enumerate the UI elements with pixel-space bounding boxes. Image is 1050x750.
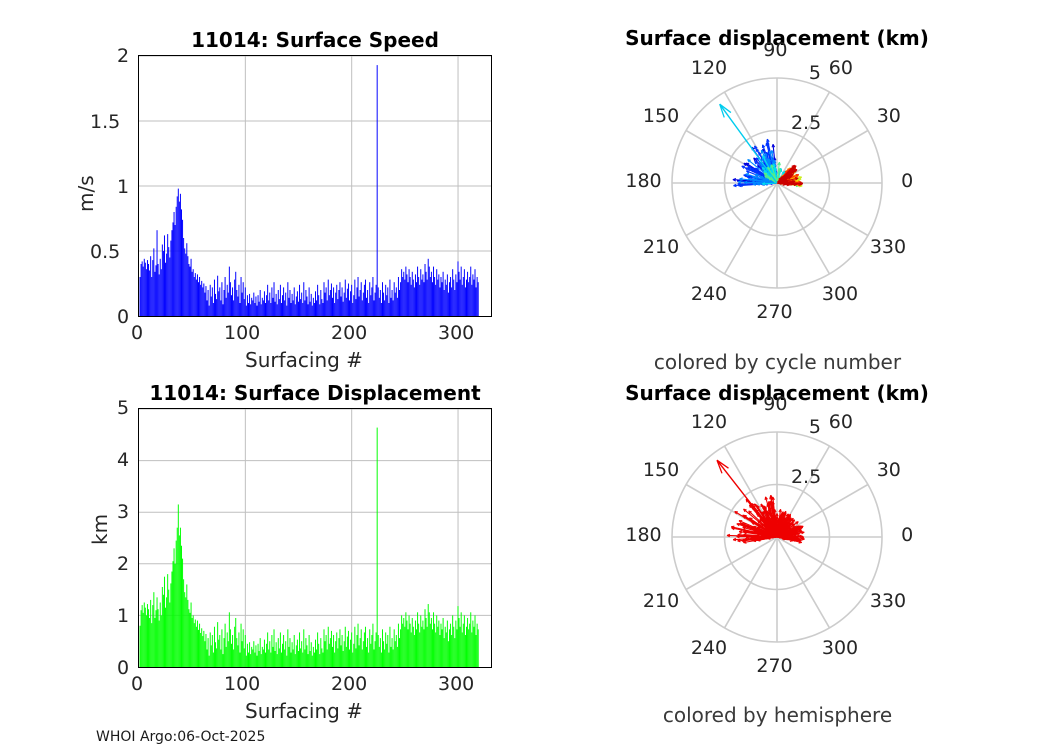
polar-angle-label-330: 330: [869, 589, 907, 612]
polar-cycle-title: Surface displacement (km): [625, 26, 929, 50]
polar-angle-label-270: 270: [756, 301, 793, 323]
displacement-y-axis-label: km: [88, 513, 112, 545]
speed-x-axis-label: Surfacing #: [245, 348, 363, 372]
polar-angle-label-240: 240: [690, 283, 728, 306]
speed-chart-title: 11014: Surface Speed: [191, 28, 439, 52]
polar-angle-label-90: 90: [763, 39, 788, 61]
polar-angle-label-60: 60: [828, 410, 853, 433]
polar-angle-label-30: 30: [876, 104, 901, 127]
polar-radial-label-5: 5: [808, 416, 821, 439]
disp-ytick-4: 4: [117, 449, 130, 471]
speed-xtick-0: 0: [131, 322, 144, 344]
displacement-bars: [139, 409, 491, 667]
polar-angle-label-270: 270: [756, 655, 793, 677]
polar-angle-label-330: 330: [869, 235, 907, 258]
polar-angle-label-180: 180: [625, 170, 662, 192]
polar-radial-label-2.5: 2.5: [790, 465, 822, 488]
polar-angle-label-150: 150: [642, 104, 680, 127]
speed-ytick-3: 1.5: [90, 111, 121, 133]
speed-ytick-1: 0.5: [90, 241, 121, 263]
polar-hemisphere-title: Surface displacement (km): [625, 381, 929, 405]
speed-xtick-3: 300: [438, 322, 475, 344]
speed-xtick-1: 100: [224, 322, 261, 344]
disp-ytick-3: 3: [117, 501, 130, 523]
polar-angle-label-120: 120: [690, 410, 728, 433]
disp-xtick-2: 200: [331, 673, 368, 695]
disp-ytick-5: 5: [117, 397, 130, 419]
displacement-x-axis-label: Surfacing #: [245, 699, 363, 723]
polar-radial-label-2.5: 2.5: [790, 111, 822, 134]
polar-angle-label-120: 120: [690, 56, 728, 79]
speed-ytick-2: 1: [117, 176, 130, 198]
polar-angle-label-0: 0: [901, 170, 914, 192]
displacement-chart-title: 11014: Surface Displacement: [149, 381, 481, 405]
polar-radial-label-5: 5: [808, 62, 821, 85]
speed-plot-area: [138, 55, 492, 317]
disp-xtick-1: 100: [224, 673, 261, 695]
disp-ytick-1: 1: [117, 605, 130, 627]
polar-angle-label-30: 30: [876, 458, 901, 481]
polar-hemisphere-caption: colored by hemisphere: [662, 703, 893, 727]
polar-angle-label-300: 300: [821, 637, 859, 660]
polar-angle-label-60: 60: [828, 56, 853, 79]
polar-cycle-plot: [671, 77, 883, 289]
disp-xtick-0: 0: [131, 673, 144, 695]
polar-hemisphere-plot: [671, 431, 883, 643]
speed-bars: [139, 56, 491, 316]
polar-angle-label-180: 180: [625, 524, 662, 546]
disp-ytick-2: 2: [117, 553, 130, 575]
polar-angle-label-210: 210: [642, 235, 680, 258]
speed-ytick-0: 0: [117, 306, 130, 328]
disp-xtick-3: 300: [438, 673, 475, 695]
displacement-plot-area: [138, 408, 492, 668]
speed-y-axis-label: m/s: [74, 175, 98, 212]
footer-credit: WHOI Argo:06-Oct-2025: [96, 729, 266, 745]
polar-angle-label-0: 0: [901, 524, 914, 546]
polar-angle-label-240: 240: [690, 637, 728, 660]
polar-angle-label-90: 90: [763, 393, 788, 415]
polar-angle-label-300: 300: [821, 283, 859, 306]
polar-angle-label-210: 210: [642, 589, 680, 612]
speed-xtick-2: 200: [331, 322, 368, 344]
polar-cycle-caption: colored by cycle number: [653, 350, 902, 374]
speed-ytick-4: 2: [117, 45, 130, 67]
polar-angle-label-150: 150: [642, 458, 680, 481]
disp-ytick-0: 0: [117, 657, 130, 679]
